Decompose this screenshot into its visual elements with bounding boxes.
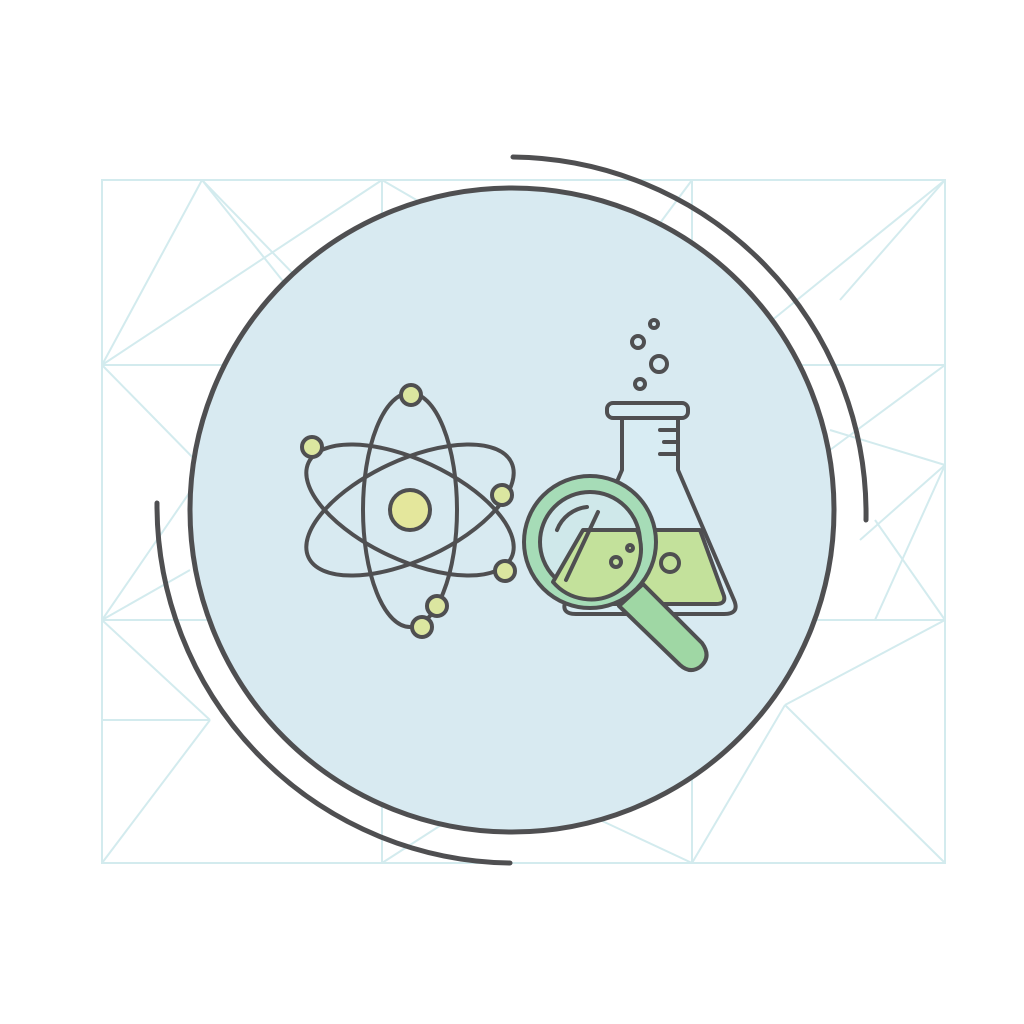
atom-electron [490,483,514,507]
magnifying-glass-icon [522,474,709,672]
magnifier-lens-bubble [609,555,623,569]
flask-bubble [633,377,647,391]
atom-electron [300,435,324,459]
atom-electron [493,559,517,583]
atom-nucleus [388,488,432,532]
atom-icon [300,383,517,639]
magnifier-glint [564,510,600,582]
flask-rim [605,401,690,420]
flask-bubble [649,354,669,374]
flask-liquid-bubble [659,552,681,574]
magnifier-lens-liquid [551,528,643,602]
orbit-arc-top-right [510,154,869,523]
badge-circle [187,185,837,835]
atom-electron [425,594,449,618]
magnifier-handle [617,582,709,672]
flask-bubble [648,318,660,330]
flask-bubble [630,334,646,350]
orbit-arc-bottom-left [154,500,513,866]
magnifier-lens-bubble [625,543,635,553]
magnifier-glint [555,505,589,532]
atom-orbit-rising [304,442,516,578]
atom-electron [399,383,423,407]
atom-orbit-falling [304,442,516,578]
atom-electron [410,615,434,639]
